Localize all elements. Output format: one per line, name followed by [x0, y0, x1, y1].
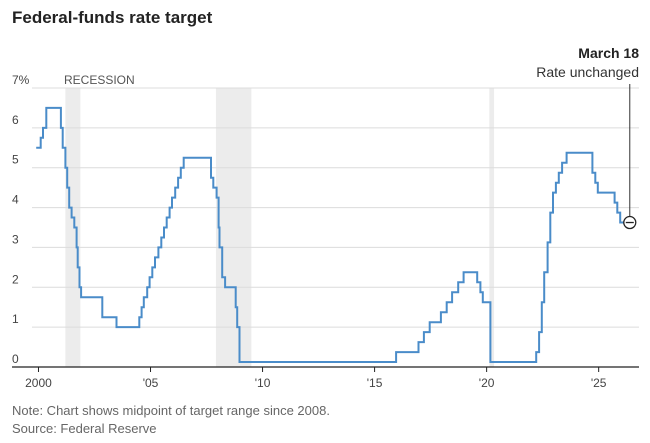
annotation-text: Rate unchanged — [536, 64, 639, 80]
chart-source: Source: Federal Reserve — [12, 421, 157, 436]
rate-line — [36, 106, 626, 363]
x-axis: 2000 '05 '10 '15 '20 '25 — [12, 366, 639, 390]
recession-label: RECESSION — [64, 73, 135, 87]
x-tick-label: '25 — [591, 376, 607, 390]
x-tick-label: '05 — [143, 376, 159, 390]
annotation-date: March 18 — [578, 45, 639, 61]
recession-band-0 — [65, 88, 81, 367]
x-tick-label: 2000 — [25, 376, 52, 390]
x-tick-label: '15 — [367, 376, 383, 390]
grid-lines — [32, 87, 639, 328]
y-tick-label: 3 — [12, 232, 19, 246]
recession-band-2 — [489, 88, 495, 367]
y-tick-label: 1 — [12, 312, 19, 326]
x-tick-label: '10 — [255, 376, 271, 390]
y-tick-label: 7% — [12, 73, 30, 87]
y-tick-label: 2 — [12, 272, 19, 286]
y-tick-label: 0 — [12, 352, 19, 366]
chart-note: Note: Chart shows midpoint of target ran… — [12, 403, 330, 418]
y-tick-label: 4 — [12, 193, 19, 207]
y-tick-label: 6 — [12, 113, 19, 127]
y-tick-label: 5 — [12, 153, 19, 167]
recession-bands — [65, 88, 495, 367]
y-tick-labels: 0 1 2 3 4 5 6 7% — [12, 73, 30, 366]
recession-band-1 — [215, 88, 252, 367]
x-tick-label: '20 — [479, 376, 495, 390]
chart-title: Federal-funds rate target — [12, 8, 213, 27]
